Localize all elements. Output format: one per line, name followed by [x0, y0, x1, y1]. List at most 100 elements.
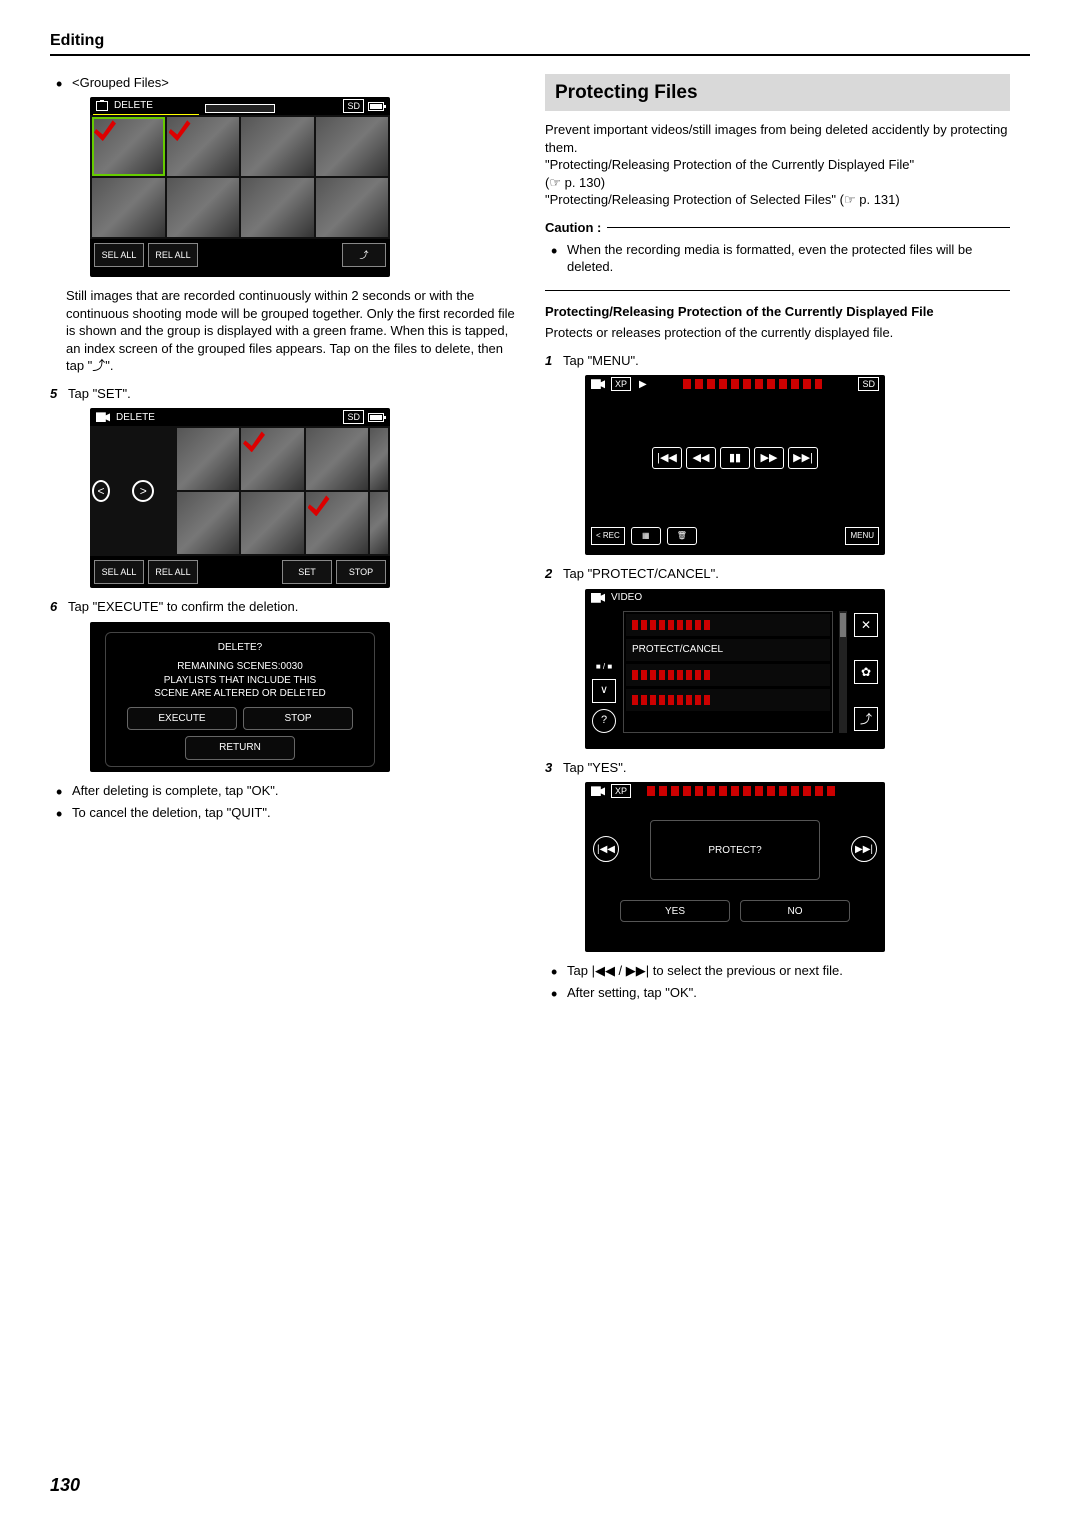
menu-item[interactable]: [626, 614, 830, 636]
play-triangle: ▶: [639, 378, 647, 392]
thumbnail[interactable]: [167, 117, 240, 176]
close-button[interactable]: ✕: [854, 613, 878, 637]
cancel-delete-note: To cancel the deletion, tap "QUIT".: [50, 804, 515, 822]
menu-item[interactable]: [626, 664, 830, 686]
sub1-desc: Protects or releases protection of the c…: [545, 324, 1010, 342]
page-number: 130: [50, 1473, 80, 1497]
nav-left[interactable]: <: [92, 428, 110, 554]
step-number-5: 5: [50, 385, 68, 403]
thumbnail[interactable]: [167, 178, 240, 237]
video-camera-icon: [96, 412, 110, 422]
sel-all-button[interactable]: SEL ALL: [94, 243, 144, 267]
return-button[interactable]: RETURN: [185, 736, 295, 760]
execute-button[interactable]: EXECUTE: [127, 707, 237, 731]
yes-button[interactable]: YES: [620, 900, 730, 922]
thumbnail[interactable]: [241, 117, 314, 176]
return-button[interactable]: ⤴: [342, 243, 386, 267]
delete-screen-set: DELETE SD < >: [90, 408, 390, 588]
page-header: Editing: [50, 30, 1030, 56]
thumbnail[interactable]: [306, 428, 369, 490]
prev-file-button[interactable]: |◀◀: [593, 836, 619, 862]
help-button[interactable]: ?: [592, 709, 616, 733]
sd-badge: SD: [343, 410, 364, 424]
playback-screen: XP ▶ SD 0:01:23 0:12:34 |◀◀ ◀◀ ▮▮ ▶▶: [585, 375, 885, 555]
right-column: Protecting Files Prevent important video…: [545, 74, 1010, 1006]
thumbnail[interactable]: [177, 428, 240, 490]
screen2-title: DELETE: [116, 411, 155, 425]
thumbnail[interactable]: [241, 428, 304, 490]
title-redbars: [647, 786, 839, 796]
skip-next-button[interactable]: ▶▶|: [788, 447, 818, 469]
thumbnail[interactable]: [241, 178, 314, 237]
battery-icon: [368, 102, 384, 111]
thumbnail[interactable]: [370, 492, 388, 554]
link2-text: "Protecting/Releasing Protection of Sele…: [545, 191, 1010, 209]
thumbnails-button[interactable]: ▦: [631, 527, 661, 545]
delete-confirm-dialog: DELETE? REMAINING SCENES:0030 PLAYLISTS …: [90, 622, 390, 772]
stop-button[interactable]: STOP: [243, 707, 353, 731]
screen1-title: DELETE: [114, 99, 153, 113]
thumbnail[interactable]: [316, 178, 389, 237]
thumbnail[interactable]: [306, 492, 369, 554]
thumbnail[interactable]: [177, 492, 240, 554]
mode-toggle[interactable]: ■ / ■: [596, 662, 612, 673]
skip-prev-button[interactable]: |◀◀: [652, 447, 682, 469]
section-divider: [545, 290, 1010, 291]
xp-badge: XP: [611, 784, 631, 798]
left-column: <Grouped Files> DELETE SD: [50, 74, 515, 1006]
nav-right[interactable]: >: [112, 428, 175, 554]
after-delete-note: After deleting is complete, tap "OK".: [50, 782, 515, 800]
next-file-button[interactable]: ▶▶|: [851, 836, 877, 862]
check-icon: [308, 494, 330, 516]
after-setting-note: After setting, tap "OK".: [545, 984, 1010, 1002]
spacer: [202, 560, 278, 584]
check-icon: [169, 119, 191, 141]
forward-button[interactable]: ▶▶: [754, 447, 784, 469]
menu-scrollbar[interactable]: [839, 611, 847, 733]
battery-icon: [368, 413, 384, 422]
step6-text: Tap "EXECUTE" to confirm the deletion.: [68, 599, 298, 614]
title-redbars: [683, 379, 823, 389]
menu-button[interactable]: MENU: [845, 527, 879, 545]
sel-all-button[interactable]: SEL ALL: [94, 560, 144, 584]
thumbnail[interactable]: [92, 178, 165, 237]
thumbnail[interactable]: [241, 492, 304, 554]
dialog-line2: PLAYLISTS THAT INCLUDE THIS: [112, 674, 368, 688]
caution-label: Caution :: [545, 219, 601, 237]
check-icon: [243, 430, 265, 452]
pause-button[interactable]: ▮▮: [720, 447, 750, 469]
step2-text: Tap "PROTECT/CANCEL".: [563, 566, 719, 581]
down-button[interactable]: ∨: [592, 679, 616, 703]
stop-button[interactable]: STOP: [336, 560, 386, 584]
set-button[interactable]: SET: [282, 560, 332, 584]
protect-question: PROTECT?: [650, 820, 820, 880]
settings-button[interactable]: ✿: [854, 660, 878, 684]
no-button[interactable]: NO: [740, 900, 850, 922]
link1-text: "Protecting/Releasing Protection of the …: [545, 156, 1010, 174]
nav-file-note: Tap |◀◀ / ▶▶| to select the previous or …: [545, 962, 1010, 980]
menu-item-protect-cancel[interactable]: PROTECT/CANCEL: [626, 639, 830, 661]
rel-all-button[interactable]: REL ALL: [148, 560, 198, 584]
sd-badge: SD: [343, 99, 364, 113]
thumbnail[interactable]: [316, 117, 389, 176]
rewind-button[interactable]: ◀◀: [686, 447, 716, 469]
step-number-2: 2: [545, 565, 563, 583]
menu-item[interactable]: [626, 689, 830, 711]
step5-text: Tap "SET".: [68, 386, 131, 401]
rel-all-button[interactable]: REL ALL: [148, 243, 198, 267]
video-camera-icon: [591, 786, 605, 796]
back-button[interactable]: ⤴: [854, 707, 878, 731]
caution-divider: [607, 227, 1010, 228]
grouped-files-label: <Grouped Files>: [50, 74, 515, 92]
step-number-6: 6: [50, 598, 68, 616]
thumbnail[interactable]: [92, 117, 165, 176]
protect-cancel-menu: VIDEO ■ / ■ ∨ ? PROTECT/CANCEL: [585, 589, 885, 749]
grouped-explain: Still images that are recorded continuou…: [50, 287, 515, 375]
intro-text: Prevent important videos/still images fr…: [545, 121, 1010, 156]
still-camera-icon: [96, 101, 108, 111]
trash-button[interactable]: 🗑: [667, 527, 697, 545]
spacer: [202, 243, 338, 267]
link1-page: (☞ p. 130): [545, 174, 1010, 192]
rec-button[interactable]: < REC: [591, 527, 625, 545]
thumbnail[interactable]: [370, 428, 388, 490]
